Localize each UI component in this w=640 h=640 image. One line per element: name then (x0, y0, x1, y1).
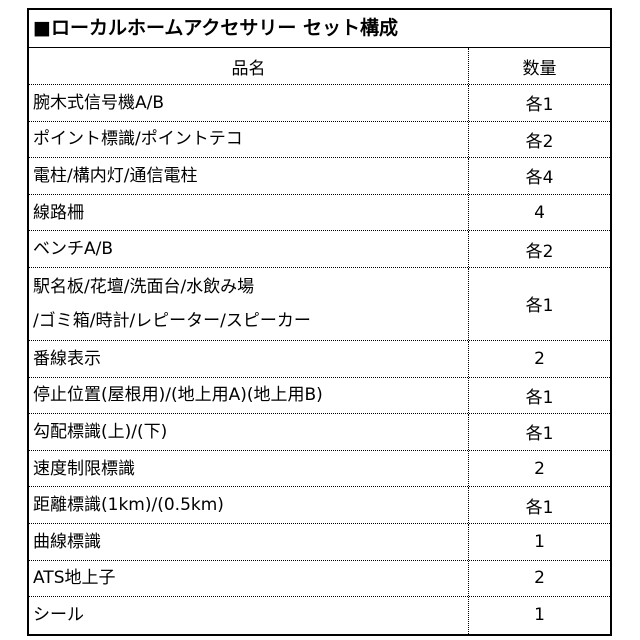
table-row: 線路柵 4 (29, 194, 610, 232)
name-line: ATS地上子 (33, 568, 116, 589)
item-name: 駅名板/花壇/洗面台/水飲み場/ゴミ箱/時計/レピーター/スピーカー (29, 267, 469, 340)
table-row: ATS地上子 2 (29, 560, 610, 598)
quantity: 各2 (525, 241, 554, 262)
name-line: ベンチA/B (33, 239, 114, 260)
name-line: 曲線標識 (33, 531, 101, 552)
quantity: 1 (534, 605, 545, 626)
quantity: 各1 (525, 424, 554, 445)
header-row: 品名 数量 (29, 48, 610, 85)
quantity: 各1 (525, 387, 554, 408)
item-name: 番線表示 (29, 340, 469, 377)
item-name: ベンチA/B (29, 231, 469, 267)
item-name: 速度制限標識 (29, 450, 469, 487)
name-line: 線路柵 (33, 202, 84, 223)
table-row: 速度制限標識 2 (29, 450, 610, 488)
item-name: 電柱/構内灯/通信電柱 (29, 158, 469, 194)
name-line: 停止位置(屋根用)/(地上用A)(地上用B) (33, 385, 323, 406)
name-line: 速度制限標識 (33, 458, 135, 479)
table-row: 停止位置(屋根用)/(地上用A)(地上用B) 各1 (29, 377, 610, 415)
item-name: シール (29, 597, 469, 634)
quantity: 1 (534, 531, 545, 552)
name-line: 番線表示 (33, 348, 101, 369)
name-line: シール (33, 605, 84, 626)
item-name: 曲線標識 (29, 523, 469, 560)
quantity: 各2 (525, 131, 554, 152)
name-line: 距離標識(1km)/(0.5km) (33, 495, 224, 516)
name-line: 勾配標識(上)/(下) (33, 421, 168, 442)
quantity: 4 (534, 202, 545, 223)
quantity: 各1 (525, 95, 554, 116)
name-line: /ゴミ箱/時計/レピーター/スピーカー (33, 310, 311, 331)
name-line: 駅名板/花壇/洗面台/水飲み場 (33, 276, 255, 297)
quantity: 2 (534, 568, 545, 589)
table-title: ■ローカルホームアクセサリー セット構成 (29, 10, 610, 48)
quantity: 各4 (525, 168, 554, 189)
table-row: シール 1 (29, 597, 610, 634)
quantity: 2 (534, 458, 545, 479)
name-line: ポイント標識/ポイントテコ (33, 129, 243, 150)
table-row: 電柱/構内灯/通信電柱 各4 (29, 158, 610, 195)
item-name: 距離標識(1km)/(0.5km) (29, 487, 469, 523)
quantity: 各1 (525, 497, 554, 518)
item-name: 腕木式信号機A/B (29, 85, 469, 121)
table-row: 腕木式信号機A/B 各1 (29, 85, 610, 122)
table-row: 番線表示 2 (29, 340, 610, 378)
quantity: 各1 (525, 296, 554, 317)
quantity: 2 (534, 348, 545, 369)
table-row: ポイント標識/ポイントテコ 各2 (29, 121, 610, 159)
item-name: ポイント標識/ポイントテコ (29, 121, 469, 158)
header-cell: 品名 (29, 48, 469, 84)
header-cell: 数量 (522, 58, 557, 79)
table-row: 駅名板/花壇/洗面台/水飲み場/ゴミ箱/時計/レピーター/スピーカー 各1 (29, 267, 610, 341)
table-row: ベンチA/B 各2 (29, 231, 610, 268)
table-row: 勾配標識(上)/(下) 各1 (29, 414, 610, 451)
table-row: 距離標識(1km)/(0.5km) 各1 (29, 487, 610, 524)
item-name: 勾配標識(上)/(下) (29, 414, 469, 450)
item-name: 停止位置(屋根用)/(地上用A)(地上用B) (29, 377, 469, 414)
name-line: 腕木式信号機A/B (33, 92, 165, 113)
table: ■ローカルホームアクセサリー セット構成 品名 数量 腕木式信号機A/B 各1 ポイ… (27, 8, 612, 636)
table-row: 曲線標識 1 (29, 523, 610, 561)
item-name: ATS地上子 (29, 560, 469, 597)
name-line: 電柱/構内灯/通信電柱 (33, 165, 198, 186)
item-name: 線路柵 (29, 194, 469, 231)
